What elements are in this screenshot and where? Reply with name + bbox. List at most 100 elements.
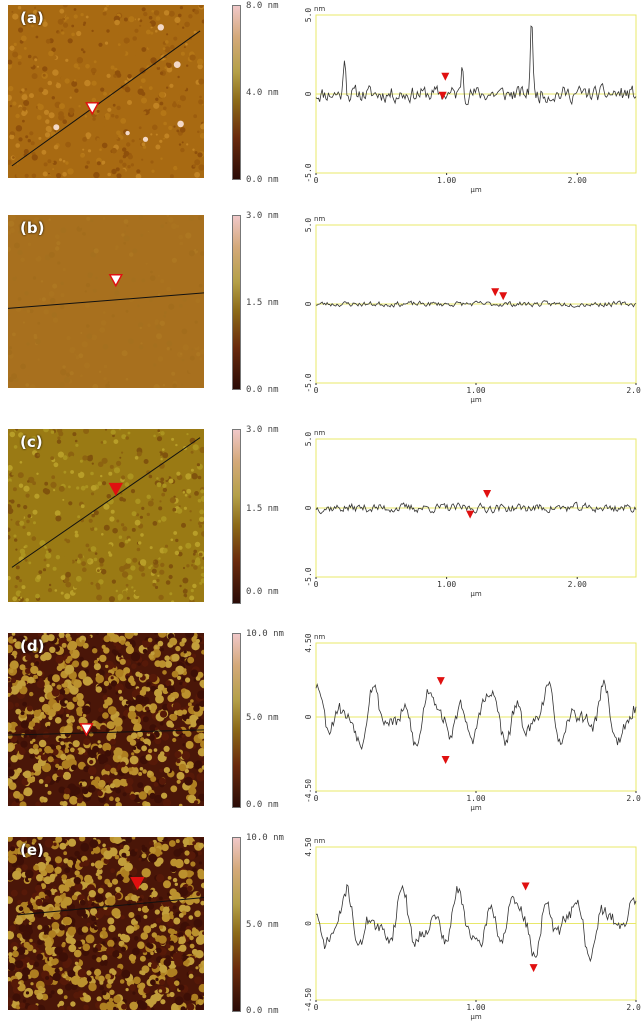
x-tick-label-c: 1.00 bbox=[437, 580, 456, 589]
scale-bottom-label-a: 0.0 nm bbox=[246, 175, 279, 185]
panel-label-b: (b) bbox=[20, 219, 45, 237]
profile-marker-e-2 bbox=[529, 964, 538, 973]
afm-grains-d bbox=[8, 633, 204, 806]
scale-mid-label-e: 5.0 nm bbox=[246, 920, 279, 930]
y-tick-label-a: -5.0 bbox=[304, 163, 313, 182]
profile-marker-a-1 bbox=[441, 72, 450, 81]
scan-line-a bbox=[11, 30, 201, 167]
section-marker-c bbox=[108, 482, 123, 497]
y-unit-label-a: nm bbox=[314, 5, 325, 13]
scale-bottom-label-e: 0.0 nm bbox=[246, 1006, 279, 1016]
afm-grains-e bbox=[8, 837, 204, 1010]
profile-trace-c bbox=[315, 501, 637, 515]
section-marker-b bbox=[108, 274, 123, 288]
x-axis-label-b: µm bbox=[470, 396, 481, 404]
scale-top-label-b: 3.0 nm bbox=[246, 211, 279, 221]
panel-label-d: (d) bbox=[20, 637, 45, 655]
afm-image-e: (e) bbox=[8, 837, 204, 1010]
y-tick-label-e: 4.50 bbox=[304, 837, 313, 856]
y-unit-label-e: nm bbox=[314, 837, 325, 845]
afm-particle-a bbox=[142, 136, 149, 142]
profile-marker-d-2 bbox=[441, 756, 450, 765]
scan-line-d bbox=[8, 729, 204, 736]
profile-marker-d-1 bbox=[436, 677, 445, 686]
afm-topography-e bbox=[8, 837, 204, 1010]
afm-grains-b bbox=[8, 215, 204, 388]
afm-image-d: (d) bbox=[8, 633, 204, 806]
scale-mid-label-b: 1.5 nm bbox=[246, 298, 279, 308]
panel-label-e: (e) bbox=[20, 841, 44, 859]
scale-bottom-label-c: 0.0 nm bbox=[246, 587, 279, 597]
y-unit-label-c: nm bbox=[314, 429, 325, 437]
profile-marker-c-2 bbox=[483, 489, 492, 498]
height-profile-plot-a: nm 5.0 0 -5.0 0 1.00 2.00 µm bbox=[296, 0, 641, 195]
x-tick-label-d: 0 bbox=[314, 794, 319, 803]
scale-bottom-label-d: 0.0 nm bbox=[246, 800, 279, 810]
afm-particle-a bbox=[125, 130, 130, 136]
y-tick-label-d: 4.50 bbox=[304, 633, 313, 652]
afm-background-b bbox=[8, 215, 204, 388]
scale-top-label-c: 3.0 nm bbox=[246, 425, 279, 435]
color-scale-bar-d bbox=[232, 633, 241, 808]
afm-image-a: (a) bbox=[8, 5, 204, 178]
color-scale-bar-a bbox=[232, 5, 241, 180]
height-profile-plot-c: nm 5.0 0 -5.0 0 1.00 2.00 µm bbox=[296, 424, 641, 619]
profile-trace-d bbox=[315, 679, 637, 751]
y-tick-label-a: 0 bbox=[304, 91, 313, 96]
profile-marker-a-2 bbox=[438, 91, 447, 100]
afm-image-b: (b) bbox=[8, 215, 204, 388]
x-axis-label-c: µm bbox=[470, 590, 481, 598]
x-tick-label-b: 2.00 bbox=[626, 386, 641, 395]
section-marker-d bbox=[79, 723, 94, 737]
x-tick-label-e: 0 bbox=[314, 1003, 319, 1012]
afm-particle-a bbox=[177, 120, 184, 128]
afm-grains-c bbox=[8, 429, 204, 602]
x-tick-label-c: 2.00 bbox=[568, 580, 587, 589]
x-tick-label-a: 1.00 bbox=[437, 176, 456, 185]
scan-line-b bbox=[8, 292, 204, 309]
y-tick-label-c: -5.0 bbox=[304, 567, 313, 586]
afm-topography-a bbox=[8, 5, 204, 178]
panel-label-c: (c) bbox=[20, 433, 43, 451]
y-unit-label-b: nm bbox=[314, 215, 325, 223]
afm-particle-a bbox=[53, 124, 60, 131]
scan-line-e bbox=[17, 897, 204, 916]
x-tick-label-e: 2.00 bbox=[626, 1003, 641, 1012]
profile-trace-b bbox=[315, 300, 637, 308]
y-tick-label-c: 5.0 bbox=[304, 432, 313, 447]
scale-mid-label-d: 5.0 nm bbox=[246, 713, 279, 723]
scale-mid-label-c: 1.5 nm bbox=[246, 504, 279, 514]
x-axis-label-a: µm bbox=[470, 186, 481, 194]
profile-trace-e bbox=[315, 883, 637, 963]
y-unit-label-d: nm bbox=[314, 633, 325, 641]
profile-marker-e-1 bbox=[521, 882, 530, 891]
afm-topography-c bbox=[8, 429, 204, 602]
profile-marker-c-1 bbox=[466, 510, 475, 519]
y-tick-label-d: 0 bbox=[304, 714, 313, 719]
x-tick-label-e: 1.00 bbox=[466, 1003, 485, 1012]
scan-line-c bbox=[11, 437, 201, 568]
profile-marker-b-1 bbox=[491, 288, 500, 297]
y-tick-label-e: -4.50 bbox=[304, 988, 313, 1012]
x-tick-label-d: 1.00 bbox=[466, 794, 485, 803]
section-marker-a bbox=[85, 102, 100, 116]
x-tick-label-b: 1.00 bbox=[466, 386, 485, 395]
x-tick-label-d: 2.00 bbox=[626, 794, 641, 803]
scale-bottom-label-b: 0.0 nm bbox=[246, 385, 279, 395]
scale-top-label-a: 8.0 nm bbox=[246, 1, 279, 11]
y-tick-label-a: 5.0 bbox=[304, 8, 313, 23]
color-scale-bar-c bbox=[232, 429, 241, 604]
x-tick-label-c: 0 bbox=[314, 580, 319, 589]
afm-particle-a bbox=[173, 61, 181, 68]
scale-mid-label-a: 4.0 nm bbox=[246, 88, 279, 98]
x-tick-label-a: 0 bbox=[314, 176, 319, 185]
afm-grains-a bbox=[8, 5, 204, 178]
section-marker-e bbox=[130, 877, 145, 891]
